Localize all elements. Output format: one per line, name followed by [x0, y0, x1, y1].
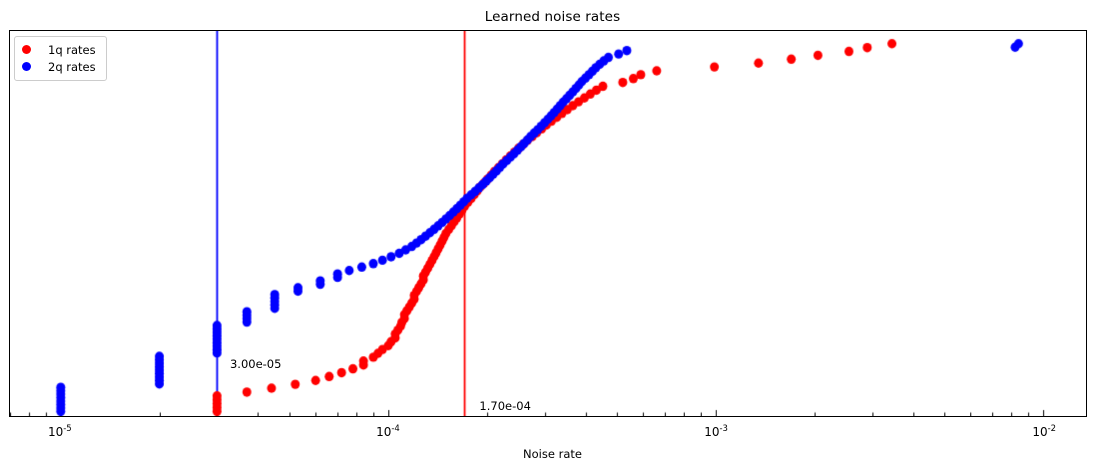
legend-label-1q: 1q rates — [48, 42, 96, 57]
x-axis-label: Noise rate — [523, 447, 582, 461]
plot-area — [9, 30, 1087, 417]
x-tick-label-0: 10-5 — [47, 424, 72, 439]
x-tick-label-1: 10-4 — [376, 424, 400, 439]
x-tick-label-3: 10-2 — [1032, 424, 1057, 439]
chart-legend: 1q rates 2q rates — [14, 36, 107, 81]
x-tick-label-2: 10-3 — [704, 424, 728, 439]
vline-label-1q-threshold: 1.70e-04 — [479, 399, 531, 414]
legend-item-1q[interactable]: 1q rates — [22, 41, 96, 58]
legend-marker-2q — [22, 62, 31, 71]
legend-item-2q[interactable]: 2q rates — [22, 58, 96, 75]
vline-label-2q-threshold: 3.00e-05 — [229, 356, 282, 371]
scatter-plot-canvas — [10, 31, 1086, 416]
legend-marker-1q — [22, 45, 31, 54]
chart-title: Learned noise rates — [484, 9, 621, 25]
legend-label-2q: 2q rates — [48, 59, 96, 74]
